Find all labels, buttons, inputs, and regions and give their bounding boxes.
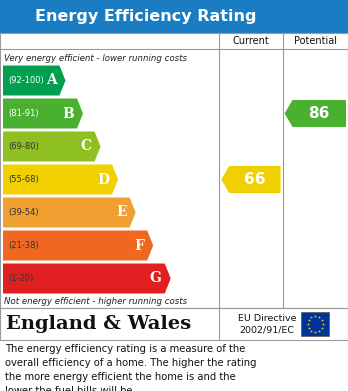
Text: (39-54): (39-54) <box>8 208 39 217</box>
Text: Current: Current <box>232 36 269 46</box>
Polygon shape <box>3 131 101 161</box>
Text: Not energy efficient - higher running costs: Not energy efficient - higher running co… <box>4 296 187 305</box>
Polygon shape <box>3 264 171 294</box>
Text: (81-91): (81-91) <box>8 109 39 118</box>
Text: Energy Efficiency Rating: Energy Efficiency Rating <box>35 9 257 24</box>
Text: (92-100): (92-100) <box>8 76 44 85</box>
Text: 86: 86 <box>309 106 330 121</box>
Text: (55-68): (55-68) <box>8 175 39 184</box>
Text: England & Wales: England & Wales <box>6 315 191 333</box>
Polygon shape <box>3 66 65 95</box>
Polygon shape <box>221 166 280 193</box>
Text: D: D <box>97 172 109 187</box>
Text: (1-20): (1-20) <box>8 274 33 283</box>
Text: (21-38): (21-38) <box>8 241 39 250</box>
Polygon shape <box>3 197 136 228</box>
Text: A: A <box>46 74 56 88</box>
Bar <box>0 0 348 33</box>
Text: 66: 66 <box>244 172 266 187</box>
Polygon shape <box>3 165 118 194</box>
Text: C: C <box>80 140 92 154</box>
Bar <box>301 312 329 336</box>
Polygon shape <box>285 100 346 127</box>
Polygon shape <box>3 231 153 260</box>
Text: Potential: Potential <box>294 36 337 46</box>
Text: Very energy efficient - lower running costs: Very energy efficient - lower running co… <box>4 54 187 63</box>
Bar <box>0 308 348 340</box>
Text: G: G <box>150 271 162 285</box>
Text: B: B <box>62 106 74 120</box>
Text: (69-80): (69-80) <box>8 142 39 151</box>
Text: E: E <box>116 206 127 219</box>
Text: EU Directive
2002/91/EC: EU Directive 2002/91/EC <box>238 314 296 334</box>
Bar <box>0 33 348 308</box>
Polygon shape <box>3 99 83 129</box>
Text: The energy efficiency rating is a measure of the
overall efficiency of a home. T: The energy efficiency rating is a measur… <box>5 344 256 391</box>
Text: F: F <box>134 239 144 253</box>
